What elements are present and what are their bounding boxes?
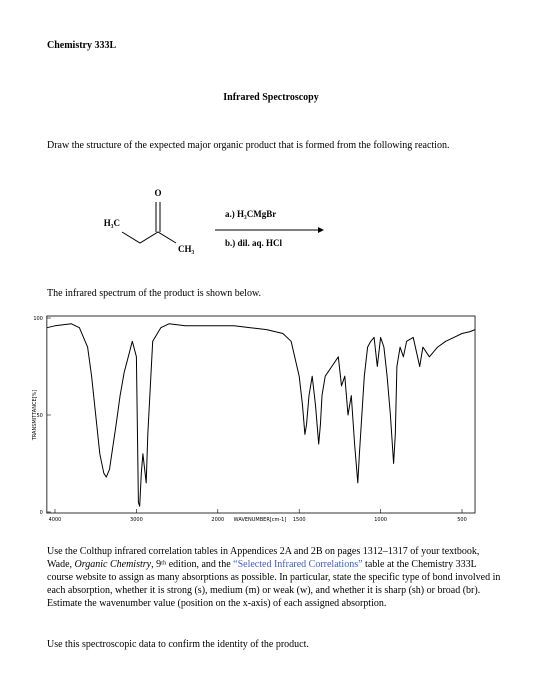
y-tick-label: 0	[40, 510, 43, 516]
spectrum-line	[46, 323, 476, 507]
arrow-head	[318, 227, 324, 233]
instructions: Use the Colthup infrared correlation tab…	[47, 545, 502, 610]
course: Chemistry 333L	[47, 40, 117, 51]
y-tick-label: 100	[33, 316, 43, 322]
reagent: b.) dil. aq. HCl	[225, 238, 283, 248]
atom-label: O	[154, 188, 161, 198]
x-tick-label: 1500	[293, 517, 306, 523]
atom-label: H₃C	[104, 218, 120, 228]
y-axis-label: TRANSMITTANCE[%]	[32, 390, 38, 442]
x-tick-label: 500	[457, 517, 467, 523]
closing: Use this spectroscopic data to confirm t…	[47, 639, 309, 650]
link[interactable]: “Selected Infrared Correlations”	[233, 559, 363, 570]
question: Draw the structure of the expected major…	[47, 140, 450, 151]
x-axis-label: WAVENUMBER[cm-1]	[234, 517, 287, 523]
text: , 9ᵗʰ edition, and the	[151, 559, 234, 570]
x-tick-label: 3000	[130, 517, 143, 523]
text: Use the Colthup infrared correlation tab…	[47, 546, 480, 570]
text: table at the Chemistry 333L course websi…	[47, 559, 501, 609]
y-tick-label: 50	[36, 413, 42, 419]
reagent: a.) H₃CMgBr	[225, 209, 276, 219]
x-tick-label: 1000	[374, 517, 387, 523]
skeleton	[121, 231, 177, 244]
spectrum-intro: The infrared spectrum of the product is …	[47, 288, 262, 299]
plot-frame	[46, 315, 476, 514]
atom-label: CH₃	[178, 244, 195, 254]
title: Infrared Spectroscopy	[223, 92, 319, 103]
x-tick-label: 2000	[211, 517, 224, 523]
reaction: O H₃C CH₃ a.) H₃CMgBr b.) dil. aq. HCl	[104, 188, 324, 254]
ir-spectrum: 0 50 100 4000 3000 2000 1500 1000 500 WAVENUMBER[…	[32, 315, 476, 523]
book-title: Organic Chemistry	[74, 559, 152, 570]
x-tick-label: 4000	[49, 517, 62, 523]
